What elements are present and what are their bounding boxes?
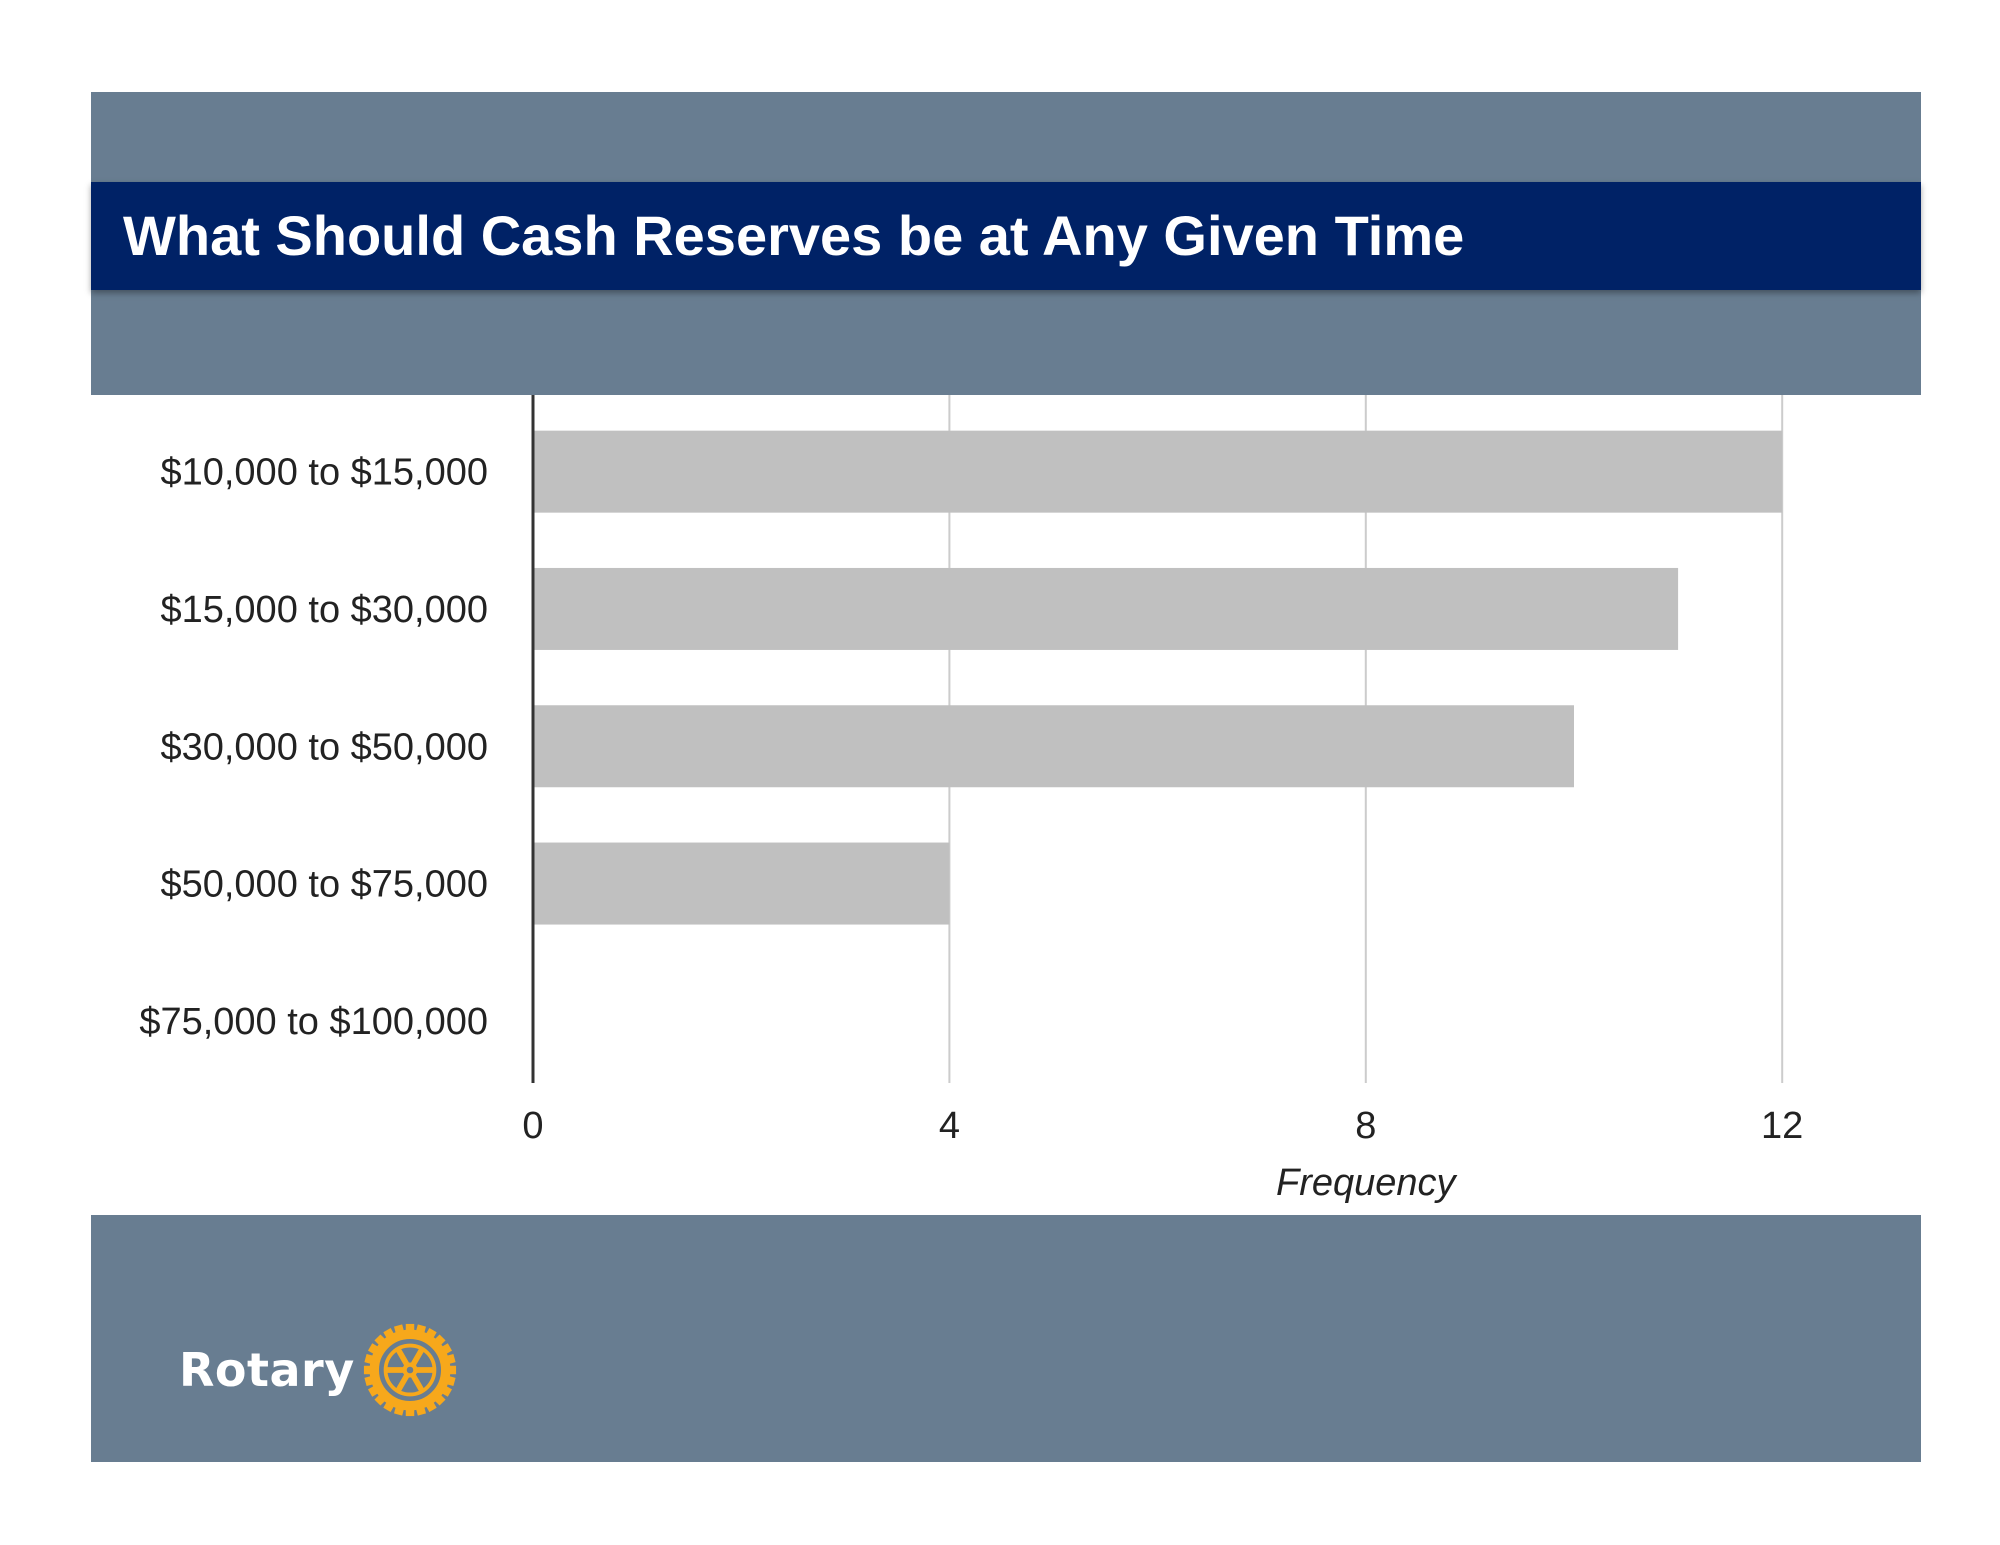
bar <box>533 705 1574 788</box>
x-tick-label: 0 <box>522 1105 543 1147</box>
category-label: $30,000 to $50,000 <box>160 726 488 768</box>
category-label: $15,000 to $30,000 <box>160 589 488 631</box>
x-tick-label: 4 <box>939 1105 960 1147</box>
chart-panel: $10,000 to $15,000 $15,000 to $30,000 $30,… <box>91 395 1921 1215</box>
category-label: $10,000 to $15,000 <box>160 452 488 494</box>
bar <box>533 567 1679 650</box>
category-label: $50,000 to $75,000 <box>160 864 488 906</box>
category-label: $75,000 to $100,000 <box>139 1001 488 1043</box>
x-axis-label: Frequency <box>1276 1162 1458 1204</box>
x-tick-label: 8 <box>1355 1105 1376 1147</box>
rotary-logo: Rotary <box>179 1323 457 1417</box>
slide-title: What Should Cash Reserves be at Any Give… <box>123 204 1465 267</box>
rotary-wheel-icon <box>363 1323 456 1417</box>
bar <box>533 842 950 925</box>
slide-frame: What Should Cash Reserves be at Any Give… <box>91 92 1921 1462</box>
logo-wordmark: Rotary <box>179 1343 355 1397</box>
x-tick-label: 12 <box>1761 1105 1803 1147</box>
title-bar: What Should Cash Reserves be at Any Give… <box>91 182 1921 290</box>
bar <box>533 430 1783 513</box>
bar-chart: $10,000 to $15,000 $15,000 to $30,000 $30,… <box>139 395 1803 1204</box>
